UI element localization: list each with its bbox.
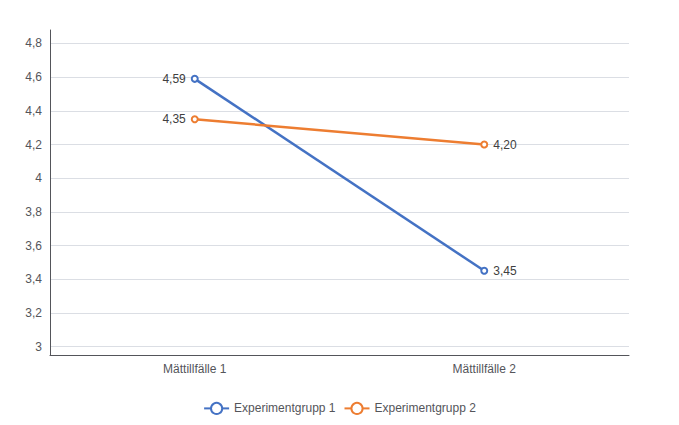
svg-text:4,4: 4,4 (25, 104, 42, 118)
svg-text:3,2: 3,2 (25, 306, 42, 320)
svg-text:Mättillfälle 2: Mättillfälle 2 (453, 362, 517, 376)
svg-text:4,2: 4,2 (25, 138, 42, 152)
svg-text:4: 4 (35, 171, 42, 185)
svg-text:3,8: 3,8 (25, 205, 42, 219)
svg-text:Mättillfälle 1: Mättillfälle 1 (163, 362, 227, 376)
svg-text:3,45: 3,45 (493, 264, 517, 278)
svg-text:3,4: 3,4 (25, 272, 42, 286)
svg-text:4,20: 4,20 (493, 138, 517, 152)
svg-text:3: 3 (35, 340, 42, 354)
svg-text:4,6: 4,6 (25, 70, 42, 84)
svg-text:4,35: 4,35 (162, 112, 186, 126)
svg-text:4,59: 4,59 (162, 72, 186, 86)
svg-text:3,6: 3,6 (25, 239, 42, 253)
svg-text:4,8: 4,8 (25, 36, 42, 50)
svg-text:Experimentgrupp 2: Experimentgrupp 2 (375, 401, 477, 415)
svg-text:Experimentgrupp 1: Experimentgrupp 1 (234, 401, 336, 415)
